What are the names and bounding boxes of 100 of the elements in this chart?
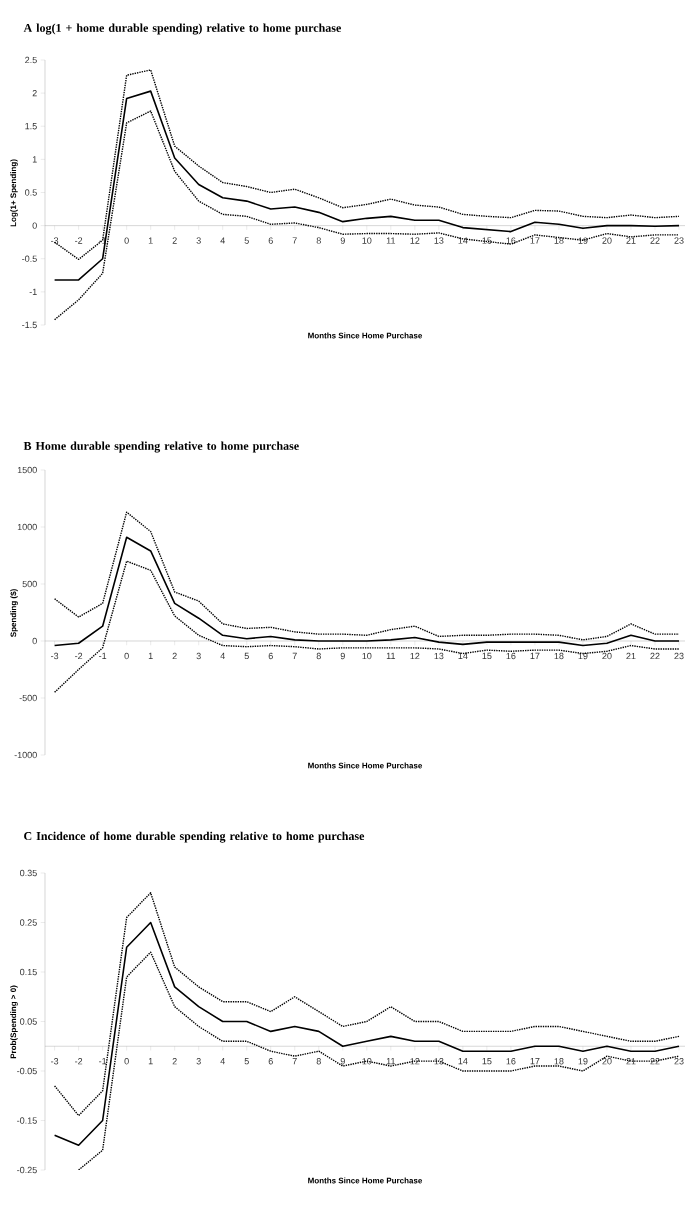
- y-tick-label: 1.5: [25, 123, 37, 130]
- x-tick-label: 5: [244, 237, 249, 244]
- x-tick-label: 2: [172, 1058, 177, 1065]
- x-tick-label: 23: [674, 652, 684, 660]
- y-tick-label: 500: [22, 580, 37, 588]
- x-tick-label: 18: [554, 1058, 564, 1065]
- x-tick-label: 15: [482, 237, 492, 244]
- x-tick-label: -3: [51, 652, 59, 660]
- y-tick-label: 2.5: [25, 56, 37, 64]
- x-tick-label: 11: [386, 237, 396, 244]
- x-tick-label: 13: [434, 652, 444, 660]
- x-tick-label: 1: [148, 1058, 153, 1065]
- x-tick-label: 23: [674, 1058, 684, 1065]
- y-tick-label: 0: [32, 637, 37, 645]
- x-tick-label: 21: [626, 237, 636, 244]
- x-tick-label: 7: [292, 237, 297, 244]
- x-tick-label: 18: [554, 237, 564, 244]
- y-tick-label: 0.5: [25, 189, 37, 196]
- x-tick-label: 0: [124, 1058, 129, 1065]
- y-tick-label: -0.15: [17, 1117, 37, 1124]
- x-tick-label: -3: [51, 1058, 59, 1065]
- y-tick-label: -1.5: [22, 321, 37, 329]
- y-tick-label: -0.05: [17, 1067, 37, 1075]
- x-tick-label: 5: [244, 1058, 249, 1065]
- x-tick-label: 1: [148, 237, 153, 244]
- y-tick-label: -500: [19, 694, 37, 702]
- x-tick-label: 6: [268, 1058, 273, 1065]
- x-tick-label: 6: [268, 652, 273, 660]
- x-tick-label: -2: [75, 652, 83, 660]
- y-tick-label: 0.25: [20, 919, 37, 926]
- x-tick-label: 9: [340, 652, 345, 660]
- y-tick-label: -0.5: [22, 255, 37, 262]
- x-tick-label: 17: [530, 1058, 540, 1065]
- x-tick-label: 10: [362, 652, 372, 660]
- x-tick-label: 18: [554, 652, 564, 660]
- x-tick-label: 13: [434, 237, 444, 244]
- x-tick-label: 8: [316, 1058, 321, 1065]
- x-tick-label: 7: [292, 1058, 297, 1065]
- x-tick-label: 12: [410, 1058, 420, 1065]
- x-tick-label: -3: [51, 237, 59, 244]
- x-tick-label: 20: [602, 1058, 612, 1065]
- y-tick-label: 0.35: [20, 869, 37, 877]
- y-tick-label: -0.25: [17, 1166, 37, 1174]
- x-tick-label: 4: [220, 1058, 225, 1065]
- x-tick-label: 21: [626, 1058, 636, 1065]
- x-tick-label: 16: [506, 652, 516, 660]
- chart-title: B Home durable spending relative to home purchase: [23, 441, 299, 453]
- chart-title: A log(1 + home durable spending) relative to home purchase: [23, 23, 341, 35]
- x-tick-label: 19: [578, 652, 588, 660]
- line-series: [53, 511, 680, 641]
- y-tick-label: 0.05: [20, 1018, 37, 1025]
- x-tick-label: 3: [196, 652, 201, 660]
- y-tick-label: 2: [32, 89, 37, 97]
- x-tick-label: 22: [650, 1058, 660, 1065]
- x-axis-title: Months Since Home Purchase: [308, 332, 423, 339]
- chart-title: C Incidence of home durable spending relative to home purchase: [24, 831, 365, 843]
- x-tick-label: 21: [626, 652, 636, 660]
- y-tick-label: 1000: [17, 523, 37, 531]
- x-tick-label: 22: [650, 652, 660, 660]
- x-tick-label: 11: [386, 652, 396, 659]
- x-tick-label: 14: [458, 652, 468, 659]
- y-tick-label: 1: [32, 156, 37, 163]
- y-tick-label: -1: [29, 288, 37, 295]
- x-tick-label: 8: [316, 237, 321, 244]
- x-tick-label: 6: [268, 237, 273, 244]
- x-tick-label: 4: [220, 237, 225, 244]
- x-tick-label: 15: [482, 652, 492, 660]
- x-axis-title: Months Since Home Purchase: [308, 1177, 423, 1184]
- x-tick-label: 11: [386, 1058, 396, 1065]
- x-tick-label: 12: [410, 237, 420, 244]
- x-tick-label: 7: [292, 652, 297, 659]
- x-tick-label: 14: [458, 237, 468, 244]
- x-tick-label: 17: [530, 237, 540, 244]
- x-tick-label: 8: [316, 652, 321, 660]
- x-tick-label: 2: [172, 652, 177, 660]
- y-tick-label: 1500: [17, 466, 37, 474]
- y-axis-title: Log(1+ Spending): [10, 159, 18, 227]
- x-tick-label: 23: [674, 237, 684, 244]
- x-tick-label: -1: [99, 1058, 107, 1065]
- y-tick-label: 0.15: [20, 968, 37, 976]
- y-tick-label: 0: [32, 222, 37, 229]
- x-tick-label: 9: [340, 1058, 345, 1065]
- x-tick-label: 17: [530, 652, 540, 659]
- x-tick-label: 14: [458, 1058, 468, 1065]
- x-tick-label: 10: [362, 237, 372, 244]
- y-axis-title: Prob(Spending > 0): [10, 985, 18, 1059]
- y-axis-title: Spending ($): [10, 589, 18, 637]
- x-tick-label: 19: [578, 1058, 588, 1065]
- x-tick-label: 15: [482, 1058, 492, 1065]
- x-tick-label: 3: [196, 1058, 201, 1065]
- x-tick-label: -2: [75, 1058, 83, 1065]
- x-tick-label: 0: [124, 237, 129, 244]
- x-tick-label: 20: [602, 652, 612, 660]
- x-tick-label: 22: [650, 237, 660, 244]
- x-tick-label: 2: [172, 237, 177, 244]
- y-tick-label: -1000: [14, 751, 37, 759]
- x-tick-label: 16: [506, 1058, 516, 1065]
- x-tick-label: -2: [75, 237, 83, 244]
- x-tick-label: 20: [602, 237, 612, 244]
- x-tick-label: 4: [220, 652, 225, 659]
